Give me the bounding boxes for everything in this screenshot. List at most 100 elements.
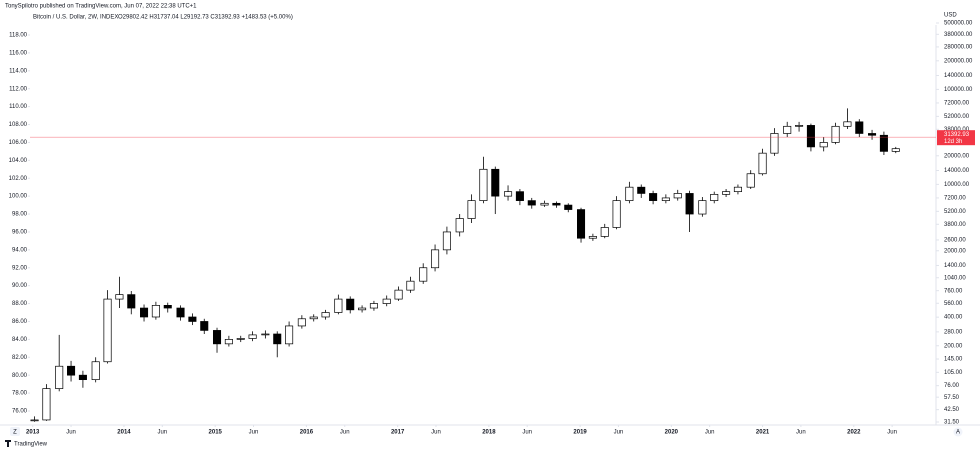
x-tick-label: Jun — [66, 430, 76, 436]
candle-body — [176, 307, 185, 318]
x-tick-label: Jun — [431, 430, 441, 436]
candle-body — [552, 202, 561, 206]
candle-body — [419, 267, 428, 282]
y2-tick-label: 200000.00 — [944, 58, 973, 64]
y-tick-label: 84.00 — [12, 337, 28, 343]
y2-tick-label: 7200.00 — [944, 196, 966, 202]
y-tick-label: 86.00 — [12, 319, 28, 325]
y2-tick-label: 3800.00 — [944, 222, 966, 228]
y-tick-label: 118.00 — [9, 33, 28, 39]
x-tick-label: 2022 — [847, 430, 861, 436]
candle-body — [334, 298, 343, 313]
candle-body — [770, 133, 779, 154]
auto-scale-button[interactable] — [953, 427, 963, 437]
y2-tick-label: 31.50 — [944, 420, 960, 426]
candle-body — [758, 152, 767, 175]
y2-tick-label: 100000.00 — [944, 87, 973, 93]
candle-body — [806, 125, 815, 148]
candle-body — [455, 218, 464, 233]
auto-scale-icon[interactable]: A — [956, 430, 960, 436]
candle-body — [115, 294, 124, 300]
candle-body — [831, 125, 840, 143]
candle-body — [127, 294, 136, 309]
candle-body — [467, 200, 476, 219]
candle-body — [236, 338, 245, 340]
y2-tick-label: 10000.00 — [944, 182, 970, 188]
candle-body — [309, 316, 318, 320]
y-tick-label: 80.00 — [12, 373, 28, 379]
candle-body — [273, 333, 282, 345]
y2-tick-label: 1040.00 — [944, 275, 966, 281]
candle-body — [504, 191, 513, 197]
y-tick-label: 100.00 — [9, 194, 28, 200]
y-tick-label: 114.00 — [9, 68, 28, 74]
candle-body — [406, 280, 415, 291]
candle-body — [612, 200, 621, 228]
zoom-button[interactable] — [10, 427, 20, 436]
candle-body — [746, 173, 755, 188]
y2-tick-label: 145.00 — [944, 357, 963, 363]
y2-tick-label: 38000.00 — [944, 127, 970, 133]
x-tick-label: Jun — [887, 430, 897, 436]
y2-tick-label: 52000.00 — [944, 114, 970, 120]
candle-body — [431, 249, 440, 269]
y2-tick-label: 20000.00 — [944, 153, 970, 159]
candle-body — [783, 125, 792, 134]
y-tick-label: 106.00 — [9, 140, 28, 146]
brand-logo — [5, 440, 11, 447]
y2-tick-label: 400.00 — [944, 315, 963, 321]
y-tick-label: 96.00 — [12, 230, 28, 236]
candle-body — [588, 236, 597, 239]
candle-body — [151, 305, 160, 318]
candle-body — [382, 298, 391, 304]
y-tick-label: 94.00 — [12, 247, 28, 253]
x-tick-label: 2016 — [300, 430, 314, 436]
zoom-icon[interactable]: Z — [13, 430, 17, 436]
y2-tick-label: 280000.00 — [944, 44, 973, 50]
candle-body — [795, 125, 804, 127]
x-tick-label: Jun — [796, 430, 806, 436]
x-tick-label: 2018 — [482, 430, 496, 436]
candle-body — [649, 193, 658, 201]
y2-tick-label: 380000.00 — [944, 32, 973, 38]
y2-tick-label: 2600.00 — [944, 238, 966, 244]
candle-body — [103, 298, 112, 363]
x-tick-label: 2013 — [26, 430, 40, 436]
y-tick-label: 92.00 — [12, 265, 28, 271]
y2-tick-label: 76.00 — [944, 383, 960, 389]
y2-tick-label: 140000.00 — [944, 73, 973, 79]
y2-tick-label: 280.00 — [944, 329, 963, 335]
last-price-label: 31392.93 — [944, 132, 970, 138]
y2-tick-label: 42.50 — [944, 407, 960, 413]
y2-tick-label: 560.00 — [944, 301, 963, 307]
chart-title: Bitcoin / U.S. Dollar, 2W, INDEX — [33, 15, 118, 21]
x-tick-label: Jun — [157, 430, 167, 436]
candle-body — [369, 303, 378, 309]
candle-body — [540, 202, 549, 206]
y2-tick-label: 2000.00 — [944, 248, 966, 254]
candle-body — [819, 142, 828, 148]
candle-body — [91, 361, 100, 381]
candle-body — [564, 204, 573, 210]
x-tick-label: Jun — [614, 430, 624, 436]
candle-body — [200, 321, 209, 331]
last-price-badge — [937, 130, 975, 146]
x-tick-label: 2017 — [391, 430, 405, 436]
candle-body — [698, 200, 707, 215]
candle-body — [212, 330, 222, 345]
candle-body — [661, 197, 670, 201]
candle-body — [442, 231, 451, 251]
y-tick-label: 112.00 — [9, 86, 28, 92]
candle-body — [224, 339, 233, 345]
candles — [30, 108, 900, 422]
candle-body — [67, 365, 76, 376]
candle-body — [685, 193, 694, 215]
candle-body — [722, 191, 731, 195]
y2-tick-label: 14000.00 — [944, 168, 970, 174]
y-tick-label: 104.00 — [9, 158, 28, 164]
y2-tick-label: 1400.00 — [944, 263, 966, 269]
y2-tick-label: 200.00 — [944, 343, 963, 349]
